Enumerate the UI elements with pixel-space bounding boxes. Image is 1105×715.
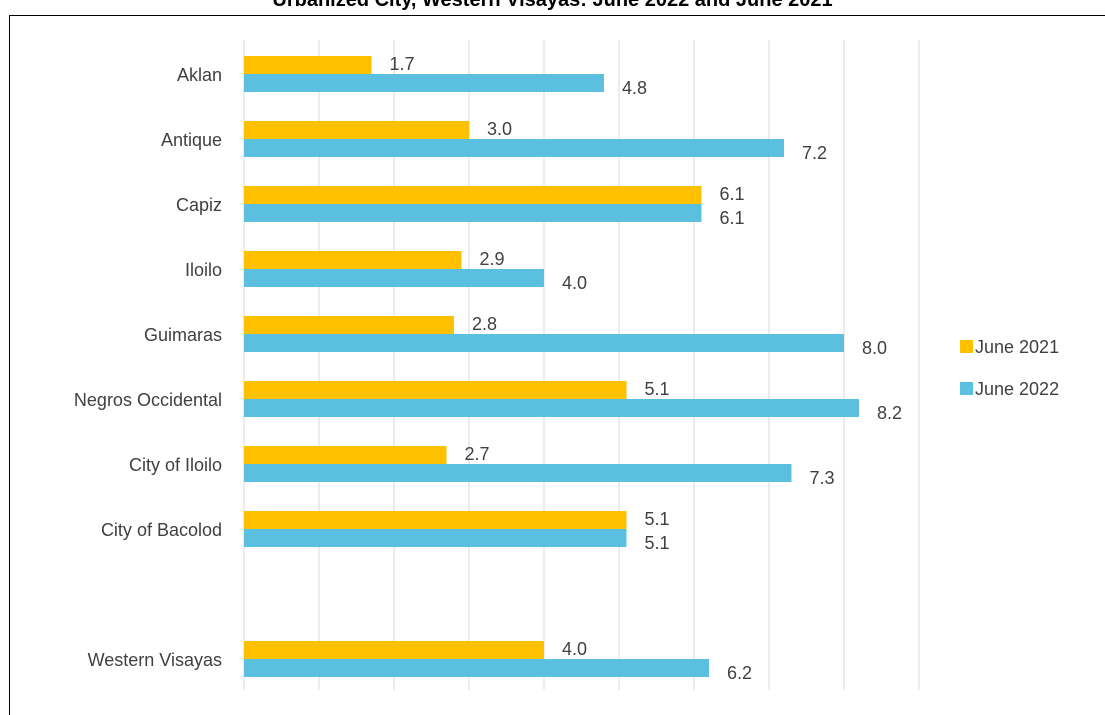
chart-title: Urbanized City, Western Visayas: June 20… bbox=[272, 0, 833, 11]
legend-entry: June 2022 bbox=[975, 379, 1059, 399]
chart-border bbox=[9, 15, 1105, 715]
data-labels: 1.7 4.8 3.0 7.2 6.1 6.1 2.9 4.0 2.8 8.0 5.1 8.2 2.7 7… bbox=[390, 54, 903, 683]
bar bbox=[244, 139, 784, 157]
category-label: Aklan bbox=[177, 65, 222, 85]
data-label: 6.2 bbox=[727, 663, 752, 683]
data-label: 6.1 bbox=[720, 184, 745, 204]
data-label: 2.8 bbox=[472, 314, 497, 334]
legend: June 2021 June 2022 bbox=[960, 337, 1059, 399]
bar bbox=[244, 381, 627, 399]
data-label: 2.9 bbox=[480, 249, 505, 269]
category-label: Guimaras bbox=[144, 325, 222, 345]
data-label: 2.7 bbox=[465, 444, 490, 464]
bar bbox=[244, 334, 844, 352]
category-label: Iloilo bbox=[185, 260, 222, 280]
bar bbox=[244, 204, 702, 222]
bar bbox=[244, 399, 859, 417]
bar bbox=[244, 641, 544, 659]
data-label: 5.1 bbox=[645, 509, 670, 529]
category-label: Negros Occidental bbox=[74, 390, 222, 410]
bar bbox=[244, 659, 709, 677]
category-label: Western Visayas bbox=[88, 650, 222, 670]
bar bbox=[244, 251, 462, 269]
bar bbox=[244, 316, 454, 334]
bar bbox=[244, 446, 447, 464]
bar bbox=[244, 464, 792, 482]
category-label: City of Iloilo bbox=[129, 455, 222, 475]
bar bbox=[244, 269, 544, 287]
bar bbox=[244, 186, 702, 204]
bar bbox=[244, 511, 627, 529]
legend-swatch bbox=[960, 340, 973, 353]
data-label: 4.0 bbox=[562, 639, 587, 659]
category-label: Antique bbox=[161, 130, 222, 150]
bar bbox=[244, 529, 627, 547]
data-label: 5.1 bbox=[645, 533, 670, 553]
data-label: 5.1 bbox=[645, 379, 670, 399]
bar bbox=[244, 56, 372, 74]
data-label: 3.0 bbox=[487, 119, 512, 139]
category-label: City of Bacolod bbox=[101, 520, 222, 540]
bars bbox=[244, 56, 859, 677]
bar bbox=[244, 121, 469, 139]
data-label: 4.8 bbox=[622, 78, 647, 98]
legend-entry: June 2021 bbox=[975, 337, 1059, 357]
data-label: 8.2 bbox=[877, 403, 902, 423]
data-label: 8.0 bbox=[862, 338, 887, 358]
legend-swatch bbox=[960, 382, 973, 395]
data-label: 7.3 bbox=[810, 468, 835, 488]
data-label: 7.2 bbox=[802, 143, 827, 163]
bar bbox=[244, 74, 604, 92]
data-label: 4.0 bbox=[562, 273, 587, 293]
data-label: 6.1 bbox=[720, 208, 745, 228]
category-labels: Aklan Antique Capiz Iloilo Guimaras Negros Oc… bbox=[74, 65, 222, 670]
category-label: Capiz bbox=[176, 195, 222, 215]
data-label: 1.7 bbox=[390, 54, 415, 74]
